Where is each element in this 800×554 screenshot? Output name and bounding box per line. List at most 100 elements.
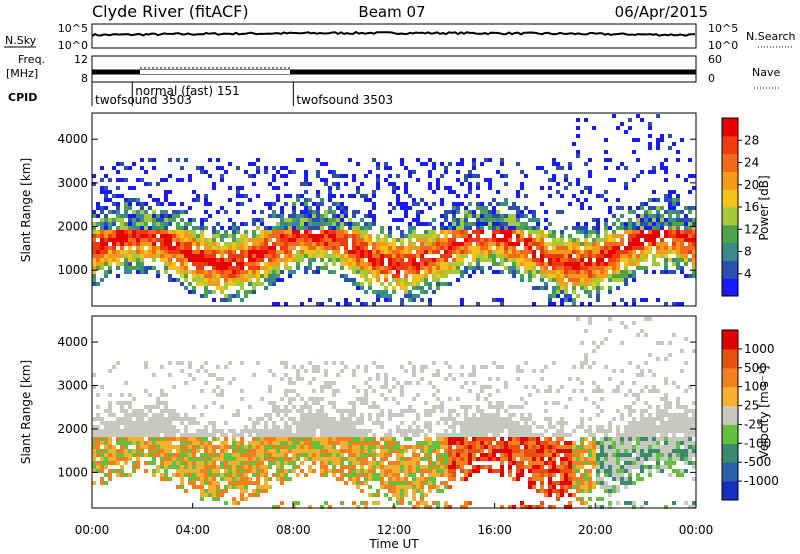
- velocity-cell: [272, 449, 276, 453]
- power-cell: [356, 282, 360, 286]
- power-cell: [220, 246, 224, 250]
- velocity-cell: [432, 361, 436, 365]
- power-cell: [168, 274, 172, 278]
- velocity-cell: [100, 417, 104, 421]
- power-cell: [184, 270, 188, 274]
- velocity-cell: [520, 449, 524, 453]
- velocity-cell: [544, 489, 548, 493]
- power-cell: [416, 274, 420, 278]
- velocity-cell: [364, 397, 368, 401]
- power-cell: [368, 214, 372, 218]
- power-cell: [572, 266, 576, 270]
- power-cell: [272, 282, 276, 286]
- power-cell: [464, 250, 468, 254]
- power-cell: [548, 250, 552, 254]
- velocity-cell: [464, 413, 468, 417]
- velocity-cell: [528, 413, 532, 417]
- velocity-cell: [348, 429, 352, 433]
- velocity-cell: [180, 369, 184, 373]
- velocity-cell: [288, 377, 292, 381]
- frequency-panel: Freq. [MHz] 12 8 60 0 Nave: [6, 53, 780, 89]
- velocity-cell: [324, 361, 328, 365]
- velocity-cell: [472, 441, 476, 445]
- power-cell: [368, 242, 372, 246]
- power-cell: [476, 186, 480, 190]
- velocity-cell: [592, 437, 596, 441]
- velocity-cell: [416, 433, 420, 437]
- velocity-cell: [92, 429, 96, 433]
- velocity-cell: [424, 469, 428, 473]
- velocity-cell: [252, 461, 256, 465]
- power-cell: [228, 226, 232, 230]
- power-cell: [520, 250, 524, 254]
- power-cell: [340, 234, 344, 238]
- velocity-cell: [528, 481, 532, 485]
- power-cell: [260, 274, 264, 278]
- velocity-cell: [416, 393, 420, 397]
- power-cell: [332, 170, 336, 174]
- velocity-cell: [324, 425, 328, 429]
- velocity-cell: [160, 457, 164, 461]
- velocity-cell: [264, 453, 268, 457]
- power-cell: [516, 210, 520, 214]
- power-cell: [332, 202, 336, 206]
- power-cell: [536, 242, 540, 246]
- velocity-cell: [508, 437, 512, 441]
- velocity-cell: [312, 389, 316, 393]
- velocity-cell: [320, 413, 324, 417]
- power-cell: [672, 250, 676, 254]
- power-cell: [264, 270, 268, 274]
- velocity-cell: [148, 421, 152, 425]
- velocity-cell: [292, 365, 296, 369]
- power-cell: [152, 238, 156, 242]
- velocity-cell: [572, 429, 576, 433]
- power-cell: [640, 246, 644, 250]
- velocity-cell: [588, 445, 592, 449]
- power-cell: [152, 246, 156, 250]
- velocity-cell: [208, 473, 212, 477]
- power-cell: [416, 202, 420, 206]
- power-cell: [436, 282, 440, 286]
- velocity-cell: [488, 385, 492, 389]
- velocity-cell: [208, 421, 212, 425]
- velocity-cell: [316, 441, 320, 445]
- power-cell: [100, 234, 104, 238]
- power-cell: [540, 270, 544, 274]
- velocity-cell: [512, 441, 516, 445]
- power-cell: [580, 274, 584, 278]
- velocity-cell: [496, 449, 500, 453]
- power-cell: [428, 246, 432, 250]
- power-cell: [444, 230, 448, 234]
- power-cell: [100, 242, 104, 246]
- power-cell: [96, 234, 100, 238]
- velocity-cell: [328, 381, 332, 385]
- power-cell: [232, 258, 236, 262]
- velocity-cell: [508, 441, 512, 445]
- power-cell: [428, 234, 432, 238]
- power-cell: [416, 286, 420, 290]
- power-cell: [148, 266, 152, 270]
- power-cell: [432, 202, 436, 206]
- velocity-cell: [436, 397, 440, 401]
- power-cell: [556, 286, 560, 290]
- velocity-cell: [460, 437, 464, 441]
- power-cell: [536, 286, 540, 290]
- velocity-cell: [428, 473, 432, 477]
- velocity-cell: [584, 461, 588, 465]
- power-cell: [544, 262, 548, 266]
- power-cell: [252, 250, 256, 254]
- power-cell: [328, 190, 332, 194]
- power-cell: [628, 226, 632, 230]
- velocity-cell: [244, 465, 248, 469]
- velocity-cell: [156, 453, 160, 457]
- velocity-cell: [448, 373, 452, 377]
- velocity-cell: [592, 401, 596, 405]
- power-cell: [560, 258, 564, 262]
- power-cell: [648, 170, 652, 174]
- power-cell: [496, 218, 500, 222]
- velocity-cell: [120, 429, 124, 433]
- velocity-cell: [232, 437, 236, 441]
- velocity-cell: [384, 453, 388, 457]
- power-cell: [316, 218, 320, 222]
